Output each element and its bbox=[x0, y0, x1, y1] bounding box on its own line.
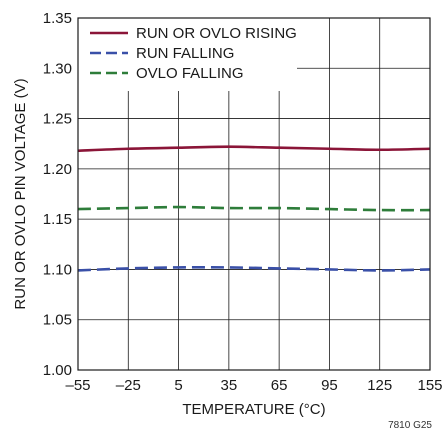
x-tick-label: 35 bbox=[221, 377, 238, 394]
series-line-1 bbox=[77, 145, 431, 153]
plot-frame bbox=[77, 17, 431, 371]
y-axis-label: RUN OR OVLO PIN VOLTAGE (V) bbox=[12, 78, 29, 309]
x-tick-label: 95 bbox=[321, 377, 338, 394]
series-line-2 bbox=[77, 265, 431, 272]
grid bbox=[78, 18, 430, 370]
x-tick-label: –55 bbox=[65, 377, 90, 394]
legend-label: OVLO FALLING bbox=[136, 65, 244, 82]
y-tick-label: 1.35 bbox=[43, 10, 72, 27]
y-tick-label: 1.00 bbox=[43, 362, 72, 379]
x-tick-label: 65 bbox=[271, 377, 288, 394]
x-tick-label: 125 bbox=[367, 377, 392, 394]
x-tick-label: –25 bbox=[116, 377, 141, 394]
y-tick-label: 1.10 bbox=[43, 261, 72, 278]
x-tick-label: 155 bbox=[417, 377, 442, 394]
y-tick-labels: 1.00 1.05 1.10 1.15 1.20 1.25 1.30 1.35 bbox=[43, 10, 72, 379]
series-layer bbox=[77, 145, 431, 272]
x-axis-label: TEMPERATURE (°C) bbox=[182, 401, 325, 418]
figure-code: 7810 G25 bbox=[388, 420, 432, 431]
y-tick-label: 1.20 bbox=[43, 161, 72, 178]
y-tick-label: 1.30 bbox=[43, 60, 72, 77]
y-tick-label: 1.05 bbox=[43, 312, 72, 329]
x-tick-labels: –55 –25 5 35 65 95 125 155 bbox=[65, 377, 442, 394]
x-tick-label: 5 bbox=[174, 377, 182, 394]
legend: RUN OR OVLO RISING RUN FALLING OVLO FALLIN… bbox=[90, 25, 297, 82]
legend-label: RUN OR OVLO RISING bbox=[136, 25, 297, 42]
y-tick-label: 1.25 bbox=[43, 111, 72, 128]
legend-label: RUN FALLING bbox=[136, 45, 234, 62]
series-line-3 bbox=[77, 205, 431, 212]
y-tick-label: 1.15 bbox=[43, 211, 72, 228]
